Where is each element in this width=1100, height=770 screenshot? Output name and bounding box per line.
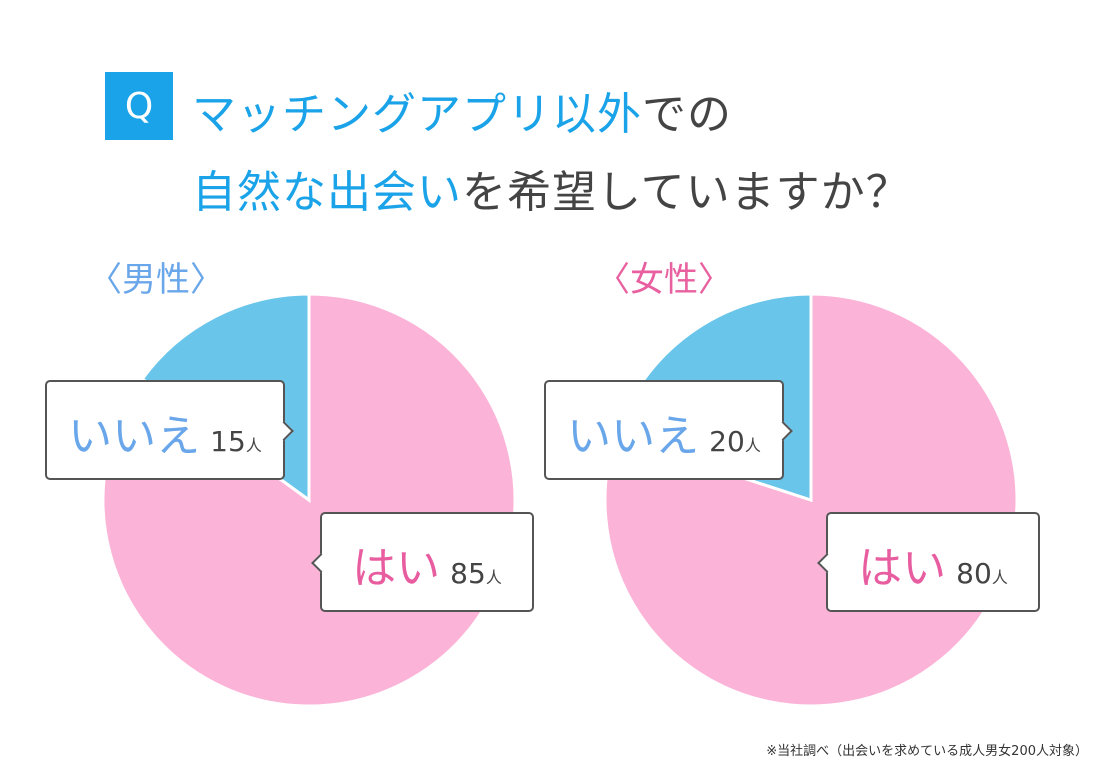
title-line-1: マッチングアプリ以外での — [192, 78, 732, 142]
title-line-2: 自然な出会いを希望していますか？ — [192, 156, 911, 220]
unit: 人 — [991, 568, 1008, 587]
male-yes-callout: はい 85 人 — [320, 512, 534, 612]
no-value: 20 — [709, 425, 745, 458]
yes-label: はい — [352, 543, 441, 594]
q-badge: Q — [105, 72, 173, 140]
footnote: ※当社調べ（出会いを求めている成人男女200人対象） — [766, 744, 1088, 759]
title-text: を希望していますか？ — [462, 167, 911, 218]
no-value: 15 — [210, 425, 246, 458]
yes-label: はい — [858, 543, 947, 594]
unit: 人 — [245, 436, 262, 455]
yes-value: 80 — [956, 557, 992, 590]
male-no-callout: いいえ 15 人 — [45, 380, 285, 480]
title-highlight: 自然な出会い — [192, 167, 462, 218]
unit: 人 — [744, 436, 761, 455]
title-text: での — [642, 89, 732, 140]
female-no-callout: いいえ 20 人 — [544, 380, 784, 480]
female-label: 〈女性〉 — [596, 260, 732, 300]
yes-value: 85 — [450, 557, 486, 590]
no-label: いいえ — [68, 411, 201, 462]
male-label: 〈男性〉 — [88, 260, 224, 300]
no-label: いいえ — [567, 411, 700, 462]
title-highlight: マッチングアプリ以外 — [192, 89, 642, 140]
female-yes-callout: はい 80 人 — [826, 512, 1040, 612]
unit: 人 — [485, 568, 502, 587]
